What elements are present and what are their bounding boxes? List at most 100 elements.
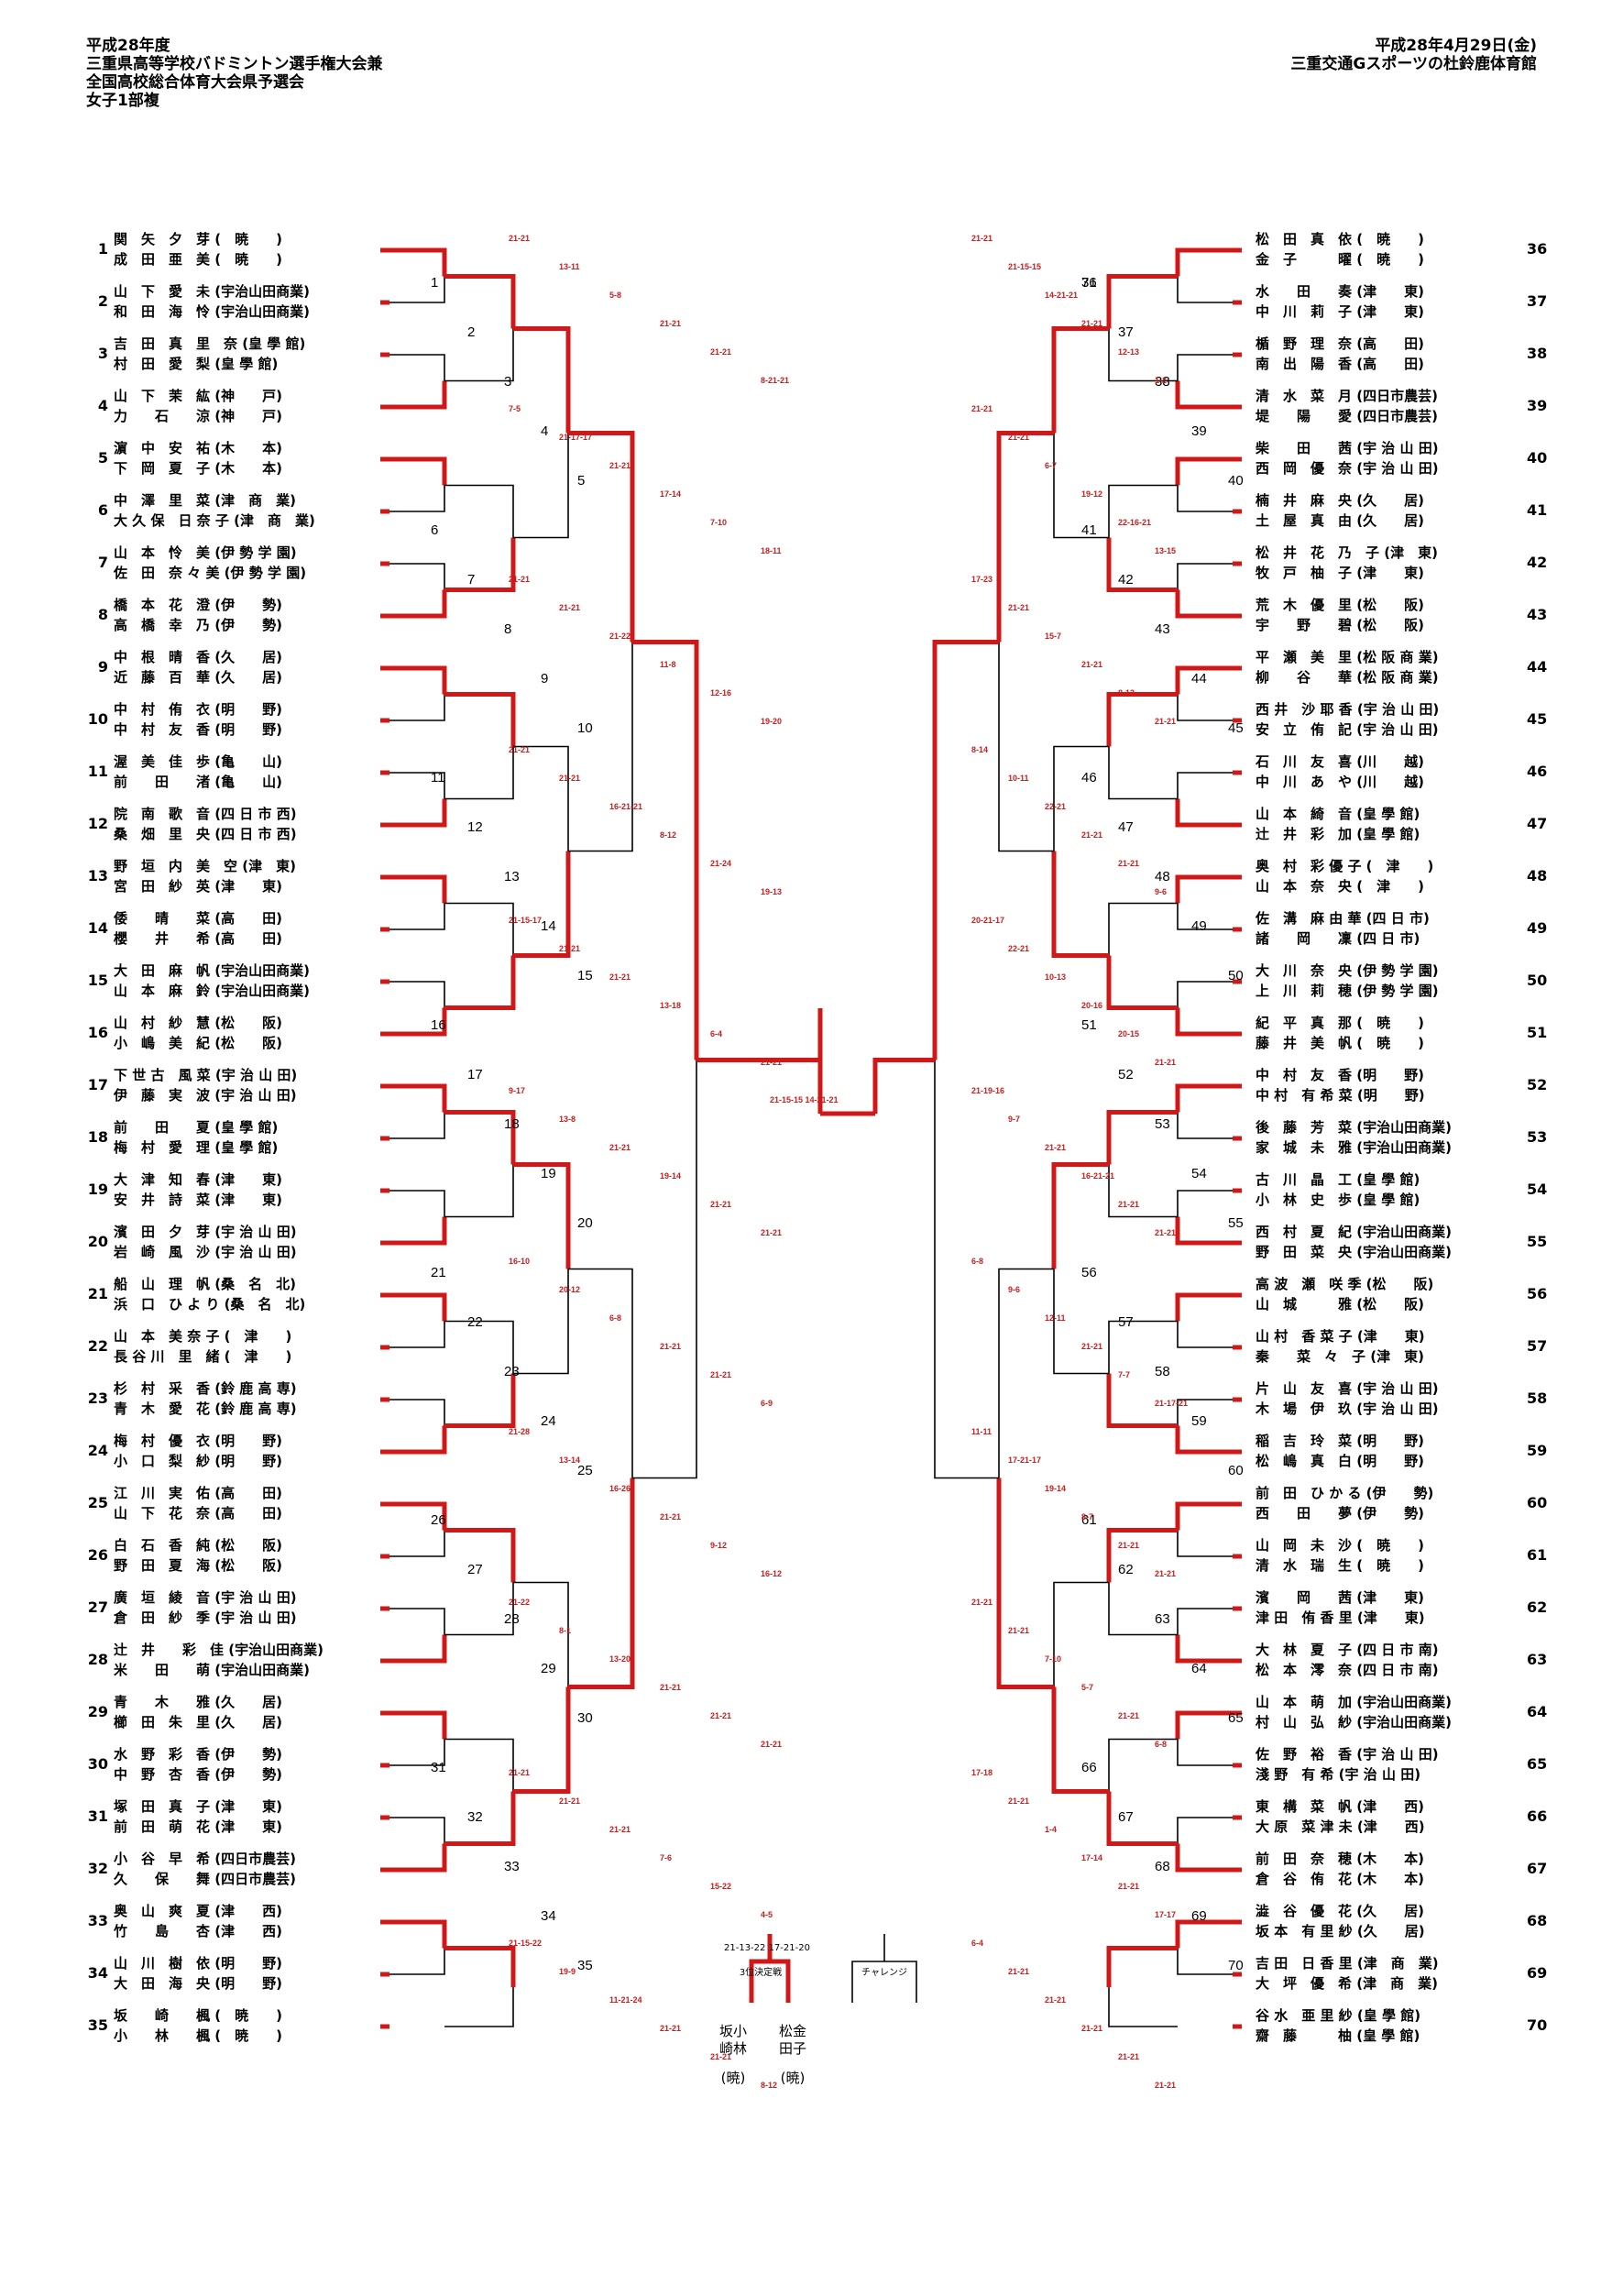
game-score: 19-20 <box>761 717 783 726</box>
game-score: 19-12 <box>1081 489 1103 499</box>
team-entry: 9 中 根 晴 香 (久 居) 近 藤 百 華 (久 居) <box>77 643 407 694</box>
player-1: 水 田 奏 (津 東) <box>1256 283 1424 300</box>
game-score: 7-6 <box>660 1853 673 1862</box>
game-score: 21-21 <box>609 461 631 470</box>
player-1: 山 村 香 菜 子 (津 東) <box>1256 1328 1425 1345</box>
team-entry: 3 吉 田 真 里 奈 (皇 學 館) 村 田 愛 梨 (皇 學 館) <box>77 329 407 380</box>
match-number: 37 <box>1118 324 1134 340</box>
team-entry: 13 野 垣 内 美 空 (津 東) 宮 田 紗 英 (津 東) <box>77 851 407 903</box>
seed-number: 44 <box>1527 658 1548 676</box>
player-1: 東 構 菜 帆 (津 西) <box>1256 1798 1424 1815</box>
game-score: 6-9 <box>761 1399 773 1408</box>
game-score: 16-21-21 <box>609 802 643 811</box>
seed-number: 20 <box>87 1233 108 1250</box>
game-score: 21-21 <box>559 944 581 953</box>
winner-path <box>389 1501 447 1531</box>
match-number: 45 <box>1228 720 1244 736</box>
player-2: 成 田 亜 美 ( 暁 ) <box>114 251 282 268</box>
player-2: 宮 田 紗 英 (津 東) <box>114 878 282 895</box>
bracket-line <box>1108 484 1178 538</box>
bracket-line <box>1177 485 1233 512</box>
game-score: 16-26 <box>609 1484 631 1493</box>
game-score: 7-5 <box>509 404 521 413</box>
game-score: 12-13 <box>1118 347 1140 357</box>
player-2: 前 田 萌 花 (津 東) <box>114 1818 282 1835</box>
seed-number: 17 <box>87 1076 108 1093</box>
team-entry: 32 小 谷 早 希 (四日市農芸) 久 保 舞 (四日市農芸) <box>77 1844 407 1895</box>
bracket-line <box>1108 1987 1178 2027</box>
seed-number: 61 <box>1527 1546 1548 1564</box>
match-number: 28 <box>504 1611 520 1627</box>
header-event: 女子1部複 <box>86 92 159 110</box>
seed-number: 46 <box>1527 763 1548 780</box>
player-2: 土 屋 真 由 (久 居) <box>1256 512 1424 529</box>
seed-number: 54 <box>1527 1181 1548 1198</box>
winner-path <box>1106 1791 1178 1846</box>
bracket-line <box>1177 1739 1233 1766</box>
player-1: 大 津 知 春 (津 東) <box>114 1171 282 1188</box>
bracket-line <box>1108 1164 1178 1218</box>
match-number: 6 <box>431 522 439 538</box>
player-1: 松 田 真 依 ( 暁 ) <box>1256 231 1424 247</box>
game-score: 21-21 <box>1081 1342 1103 1351</box>
player-2: 山 本 奈 央 ( 津 ) <box>1256 878 1424 895</box>
player-2: 上 川 莉 穂 (伊 勢 学 園) <box>1256 983 1439 999</box>
bracket-line <box>513 433 569 539</box>
seed-number: 39 <box>1527 397 1548 414</box>
bracket-line <box>389 1817 445 1844</box>
winner-path <box>1175 247 1233 277</box>
winner-path <box>513 851 571 958</box>
game-score: 13-15 <box>1155 546 1177 555</box>
third-place-label: 3位決定戦 <box>739 1968 783 1978</box>
match-number: 42 <box>1118 572 1134 588</box>
header-year: 平成28年度 <box>86 37 170 55</box>
seed-number: 40 <box>1527 449 1548 467</box>
team-entry: 70 谷 水 亜 里 紗 (皇 學 館) 齋 藤 柚 (皇 學 館) <box>1256 2001 1558 2052</box>
player-1: 山 下 愛 未 (宇治山田商業) <box>114 283 310 300</box>
winner-path <box>1051 1162 1109 1269</box>
game-score: 21-21 <box>660 2024 682 2033</box>
bracket-line <box>1177 903 1233 930</box>
bracket-line <box>568 642 633 852</box>
bracket-line <box>389 903 445 930</box>
player-1: 吉 田 日 香 里 (津 商 業) <box>1256 1955 1439 1972</box>
game-score: 22-21 <box>1045 802 1067 811</box>
result-names-b: 松金 田子 <box>778 2023 806 2057</box>
bracket-line <box>389 1112 445 1139</box>
result-school-a: (暁) <box>720 2070 746 2086</box>
team-entry: 27 廣 垣 綾 音 (宇 治 山 田) 倉 田 紗 季 (宇 治 山 田) <box>77 1583 407 1634</box>
header-tournament: 三重県高等学校バドミントン選手権大会兼 <box>86 55 383 73</box>
team-entry: 61 山 岡 未 沙 ( 暁 ) 清 水 瑞 生 ( 暁 ) <box>1256 1531 1558 1582</box>
player-2: 齋 藤 柚 (皇 學 館) <box>1256 2027 1420 2044</box>
player-1: 大 田 麻 帆 (宇治山田商業) <box>114 962 310 979</box>
player-1: 小 谷 早 希 (四日市農芸) <box>114 1851 296 1867</box>
winner-path <box>1175 589 1233 619</box>
team-entry: 50 大 川 奈 央 (伊 勢 学 園) 上 川 莉 穂 (伊 勢 学 園) <box>1256 956 1558 1007</box>
seed-number: 27 <box>87 1598 108 1616</box>
game-score: 9-6 <box>1155 887 1168 896</box>
match-number: 20 <box>577 1215 593 1231</box>
match-number: 12 <box>467 819 483 835</box>
game-score: 21-17-17 <box>559 433 593 442</box>
match-number: 33 <box>504 1859 520 1874</box>
winner-path <box>389 1710 447 1740</box>
team-entry: 17 下 世 古 風 菜 (宇 治 山 田) 伊 藤 実 波 (宇 治 山 田) <box>77 1060 407 1112</box>
match-number: 3 <box>504 374 512 390</box>
player-2: 牧 戸 柚 子 (津 東) <box>1256 565 1424 581</box>
header-left: 平成28年度 三重県高等学校バドミントン選手権大会兼 全国高校総合体育大会県予選… <box>86 37 383 110</box>
game-score: 21-15-22 <box>509 1939 543 1948</box>
team-entry: 64 山 本 萌 加 (宇治山田商業) 村 山 弘 紗 (宇治山田商業) <box>1256 1687 1558 1739</box>
match-number: 2 <box>467 324 476 340</box>
game-score: 19-14 <box>660 1171 682 1181</box>
player-2: 佐 田 奈 々 美 (伊 勢 学 園) <box>114 565 307 581</box>
player-2: 家 城 未 雅 (宇治山田商業) <box>1256 1139 1452 1156</box>
match-number: 29 <box>541 1661 556 1676</box>
game-score: 21-21 <box>761 1740 783 1749</box>
game-score: 9-17 <box>509 1086 526 1095</box>
bracket-line <box>444 746 514 800</box>
bracket-line <box>632 1060 697 1479</box>
seed-number: 51 <box>1527 1024 1548 1041</box>
game-score: 7-10 <box>1045 1654 1062 1664</box>
player-1: 濱 田 夕 芽 (宇 治 山 田) <box>114 1224 297 1240</box>
player-1: 山 村 紗 慧 (松 阪) <box>114 1015 282 1031</box>
